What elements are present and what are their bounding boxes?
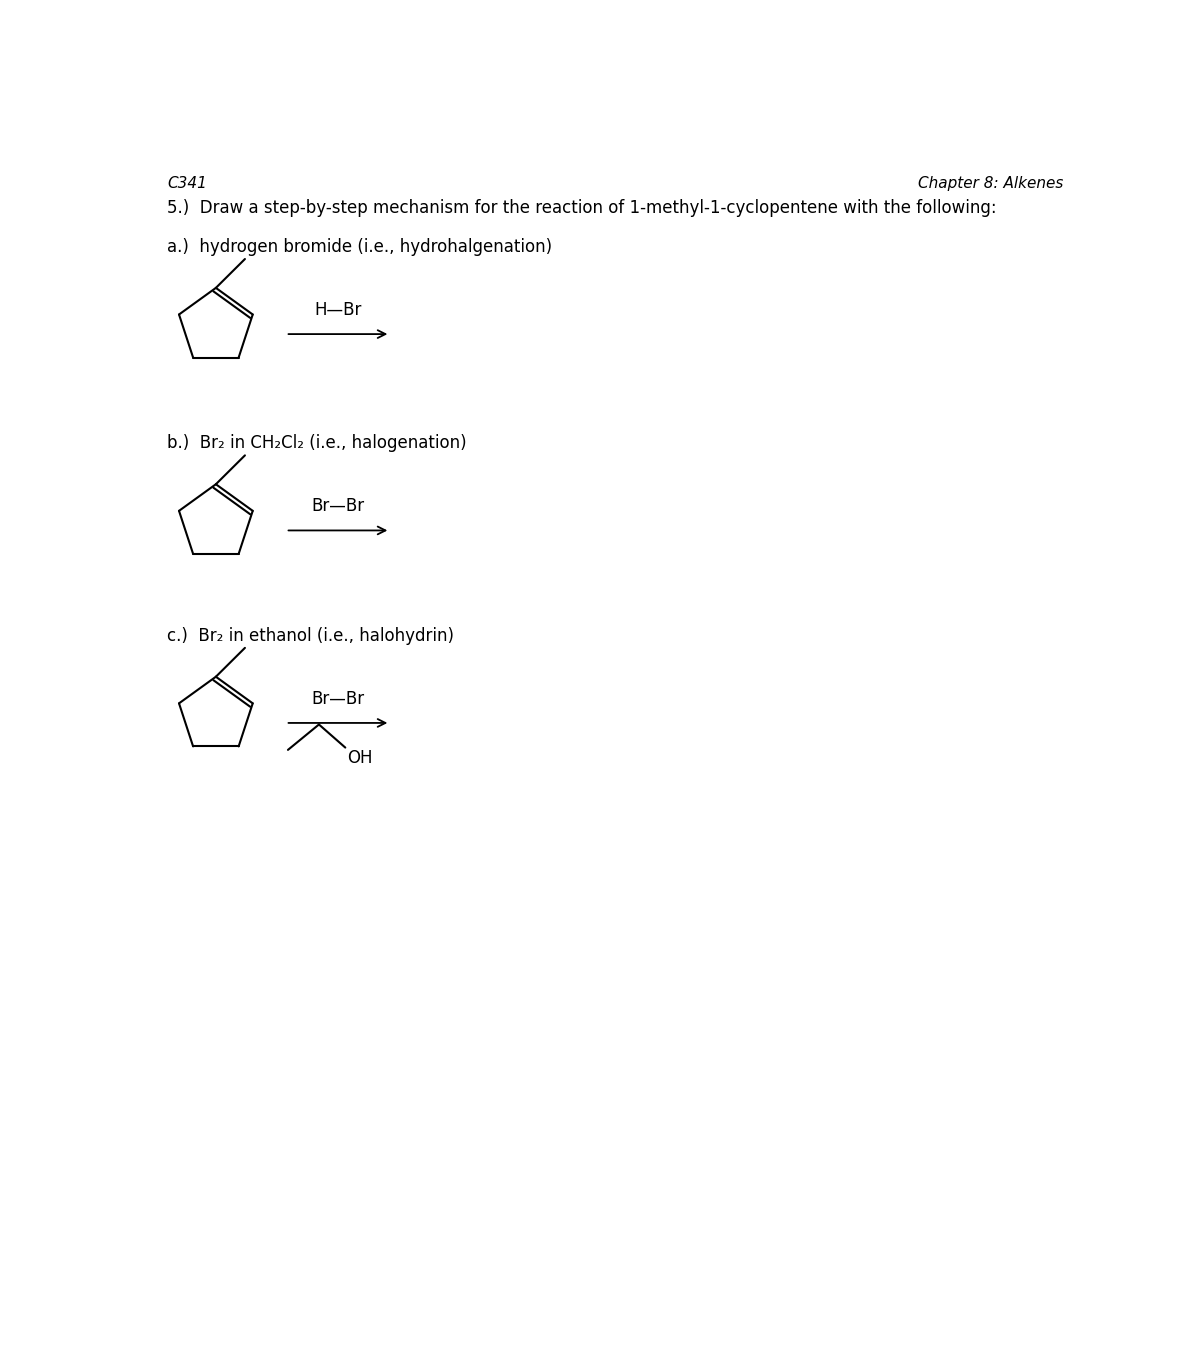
Text: C341: C341 [167,176,206,191]
Text: Chapter 8: Alkenes: Chapter 8: Alkenes [918,176,1063,191]
Text: Br—Br: Br—Br [311,497,365,515]
Text: Br—Br: Br—Br [311,690,365,708]
Text: OH: OH [348,749,373,768]
Text: c.)  Br₂ in ethanol (i.e., halohydrin): c.) Br₂ in ethanol (i.e., halohydrin) [167,627,454,645]
Text: 5.)  Draw a step-by-step mechanism for the reaction of 1-methyl-1-cyclopentene w: 5.) Draw a step-by-step mechanism for th… [167,199,997,217]
Text: a.)  hydrogen bromide (i.e., hydrohalgenation): a.) hydrogen bromide (i.e., hydrohalgena… [167,238,552,255]
Text: H—Br: H—Br [314,301,361,318]
Text: b.)  Br₂ in CH₂Cl₂ (i.e., halogenation): b.) Br₂ in CH₂Cl₂ (i.e., halogenation) [167,434,467,452]
